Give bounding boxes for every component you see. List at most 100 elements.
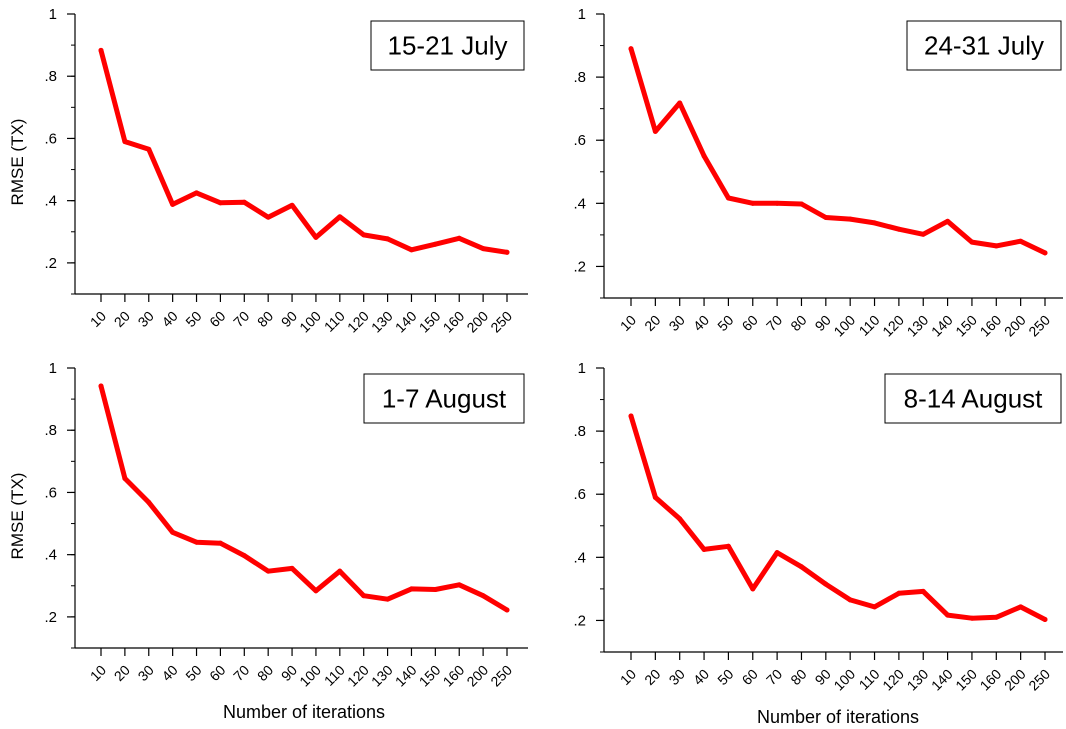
x-tick-label: 90 (812, 312, 834, 334)
x-tick-label: 70 (230, 308, 252, 330)
data-point (677, 100, 683, 106)
x-tick-label: 70 (763, 666, 785, 688)
data-point (872, 604, 878, 610)
y-axis-label: RMSE (TX) (8, 119, 27, 206)
data-point (146, 499, 152, 505)
x-tick-label: 200 (463, 308, 491, 336)
x-tick-label: 60 (739, 666, 761, 688)
x-tick-label: 20 (641, 312, 663, 334)
y-tick-label: .4 (44, 547, 57, 564)
x-tick-label: 160 (440, 662, 468, 690)
data-point (750, 586, 756, 592)
data-point (1018, 604, 1024, 610)
data-point (98, 383, 104, 389)
data-point (456, 235, 462, 241)
x-tick-label: 150 (952, 312, 980, 340)
x-tick-label: 50 (714, 312, 736, 334)
x-tick-label: 10 (87, 662, 109, 684)
y-tick-label: 1 (49, 360, 57, 377)
data-point (313, 588, 319, 594)
y-tick-label: .2 (44, 255, 57, 272)
data-point (361, 232, 367, 238)
data-point (750, 200, 756, 206)
y-tick-label: .4 (573, 195, 586, 212)
data-point (628, 413, 634, 419)
x-tick-label: 20 (111, 662, 133, 684)
data-point (628, 46, 634, 52)
data-point (872, 220, 878, 226)
x-tick-label: 120 (879, 666, 907, 694)
x-tick-label: 40 (690, 666, 712, 688)
data-point (504, 607, 510, 613)
x-tick-label: 140 (928, 312, 956, 340)
data-point (217, 540, 223, 546)
x-tick-label: 30 (135, 308, 157, 330)
x-tick-label: 150 (952, 666, 980, 694)
x-tick-label: 140 (928, 666, 956, 694)
data-point (170, 201, 176, 207)
data-point (823, 581, 829, 587)
y-tick-label: 1 (49, 6, 57, 23)
data-point (480, 246, 486, 252)
data-point (920, 588, 926, 594)
data-point (217, 200, 223, 206)
y-tick-label: .2 (573, 612, 586, 629)
x-tick-label: 50 (182, 308, 204, 330)
data-point (725, 543, 731, 549)
y-tick-label: .8 (44, 422, 57, 439)
data-point (896, 590, 902, 596)
data-point (432, 241, 438, 247)
data-point (289, 202, 295, 208)
data-point (408, 586, 414, 592)
x-tick-label: 160 (440, 308, 468, 336)
x-tick-label: 130 (368, 308, 396, 336)
x-tick-label: 150 (416, 662, 444, 690)
x-tick-label: 70 (230, 662, 252, 684)
x-tick-label: 250 (487, 308, 515, 336)
panel-title: 15-21 July (388, 31, 508, 61)
x-tick-label: 10 (87, 308, 109, 330)
x-tick-label: 200 (1001, 666, 1029, 694)
data-point (993, 243, 999, 249)
panel-title: 1-7 August (382, 384, 507, 414)
y-tick-label: 1 (578, 360, 586, 377)
data-point (677, 516, 683, 522)
x-tick-label: 100 (296, 308, 324, 336)
data-point (194, 190, 200, 196)
x-tick-label: 60 (739, 312, 761, 334)
x-tick-label: 50 (714, 666, 736, 688)
y-tick-label: .2 (44, 609, 57, 626)
x-tick-label: 130 (368, 662, 396, 690)
x-tick-label: 200 (463, 662, 491, 690)
data-point (146, 146, 152, 152)
data-point (122, 139, 128, 145)
data-point (194, 539, 200, 545)
data-point (456, 582, 462, 588)
data-point (945, 612, 951, 618)
data-point (408, 247, 414, 253)
x-tick-label: 140 (392, 308, 420, 336)
x-tick-label: 250 (487, 662, 515, 690)
x-tick-label: 70 (763, 312, 785, 334)
data-point (798, 201, 804, 207)
x-tick-label: 20 (641, 666, 663, 688)
data-point (701, 153, 707, 159)
title-box (370, 20, 525, 71)
data-point (701, 546, 707, 552)
series-line (98, 383, 510, 613)
x-tick-label: 20 (111, 308, 133, 330)
x-tick-label: 80 (254, 308, 276, 330)
x-tick-label: 10 (617, 666, 639, 688)
data-point (725, 195, 731, 201)
x-tick-label: 80 (787, 312, 809, 334)
x-tick-label: 10 (617, 312, 639, 334)
x-tick-label: 60 (206, 308, 228, 330)
y-axis-label: RMSE (TX) (8, 473, 27, 560)
data-point (385, 596, 391, 602)
x-tick-label: 250 (1025, 666, 1053, 694)
data-point (774, 200, 780, 206)
y-tick-label: .8 (44, 68, 57, 85)
y-tick-label: 1 (578, 6, 586, 23)
y-tick-label: .4 (573, 549, 586, 566)
data-point (122, 475, 128, 481)
